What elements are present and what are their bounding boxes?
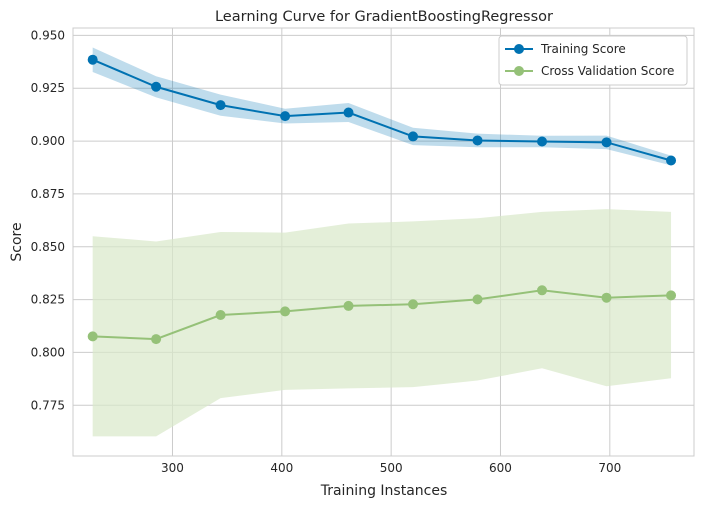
cv-score-point [87, 331, 98, 342]
x-axis-label: Training Instances [320, 483, 448, 499]
cv-score-point [280, 306, 291, 317]
training-score-point [408, 131, 419, 142]
x-tick-labels: 300 400 500 600 700 [161, 461, 621, 475]
training-score-point [472, 135, 483, 146]
y-tick-label: 0.800 [31, 345, 65, 359]
y-tick-label: 0.850 [31, 240, 65, 254]
training-score-point [666, 155, 677, 166]
legend-label: Training Score [540, 42, 626, 56]
legend-marker [514, 44, 524, 54]
cv-score-point [343, 300, 354, 311]
training-score-point [151, 81, 162, 92]
training-score-point [343, 107, 354, 118]
legend-label: Cross Validation Score [541, 64, 674, 78]
training-score-line [92, 58, 672, 162]
x-tick-label: 400 [270, 461, 293, 475]
cv-score-line [92, 289, 672, 341]
series-lines [92, 58, 672, 341]
legend: Training Score Cross Validation Score [498, 35, 688, 86]
training-score-point [215, 100, 226, 111]
confidence-bands [92, 47, 672, 437]
cv-score-point [666, 290, 677, 301]
y-tick-labels: 0.775 0.800 0.825 0.850 0.875 0.900 0.925 0.950 [31, 28, 65, 412]
y-tick-label: 0.775 [31, 398, 65, 412]
cv-score-point [408, 299, 419, 310]
cv-score-point [472, 294, 483, 305]
cv-score-point [601, 292, 612, 303]
y-tick-label: 0.925 [31, 81, 65, 95]
training-score-point [601, 137, 612, 148]
cv-score-point [151, 334, 162, 345]
cv-score-point [537, 285, 548, 296]
legend-items: Training Score Cross Validation Score [505, 42, 674, 78]
cv-score-band [92, 209, 672, 437]
training-score-point [87, 54, 98, 65]
y-tick-label: 0.875 [31, 187, 65, 201]
training-score-band [92, 47, 672, 166]
training-score-point [280, 111, 291, 122]
chart-title: Learning Curve for GradientBoostingRegre… [215, 9, 553, 25]
x-tick-label: 600 [489, 461, 512, 475]
y-axis-label: Score [9, 222, 25, 261]
y-tick-label: 0.950 [31, 28, 65, 42]
y-tick-label: 0.825 [31, 293, 65, 307]
cv-score-point [215, 310, 226, 321]
series-points [87, 54, 677, 345]
x-tick-label: 500 [380, 461, 403, 475]
x-tick-label: 700 [598, 461, 621, 475]
y-tick-label: 0.900 [31, 134, 65, 148]
training-score-point [537, 136, 548, 147]
x-tick-label: 300 [161, 461, 184, 475]
legend-marker [514, 66, 524, 76]
legend-box [498, 35, 688, 86]
